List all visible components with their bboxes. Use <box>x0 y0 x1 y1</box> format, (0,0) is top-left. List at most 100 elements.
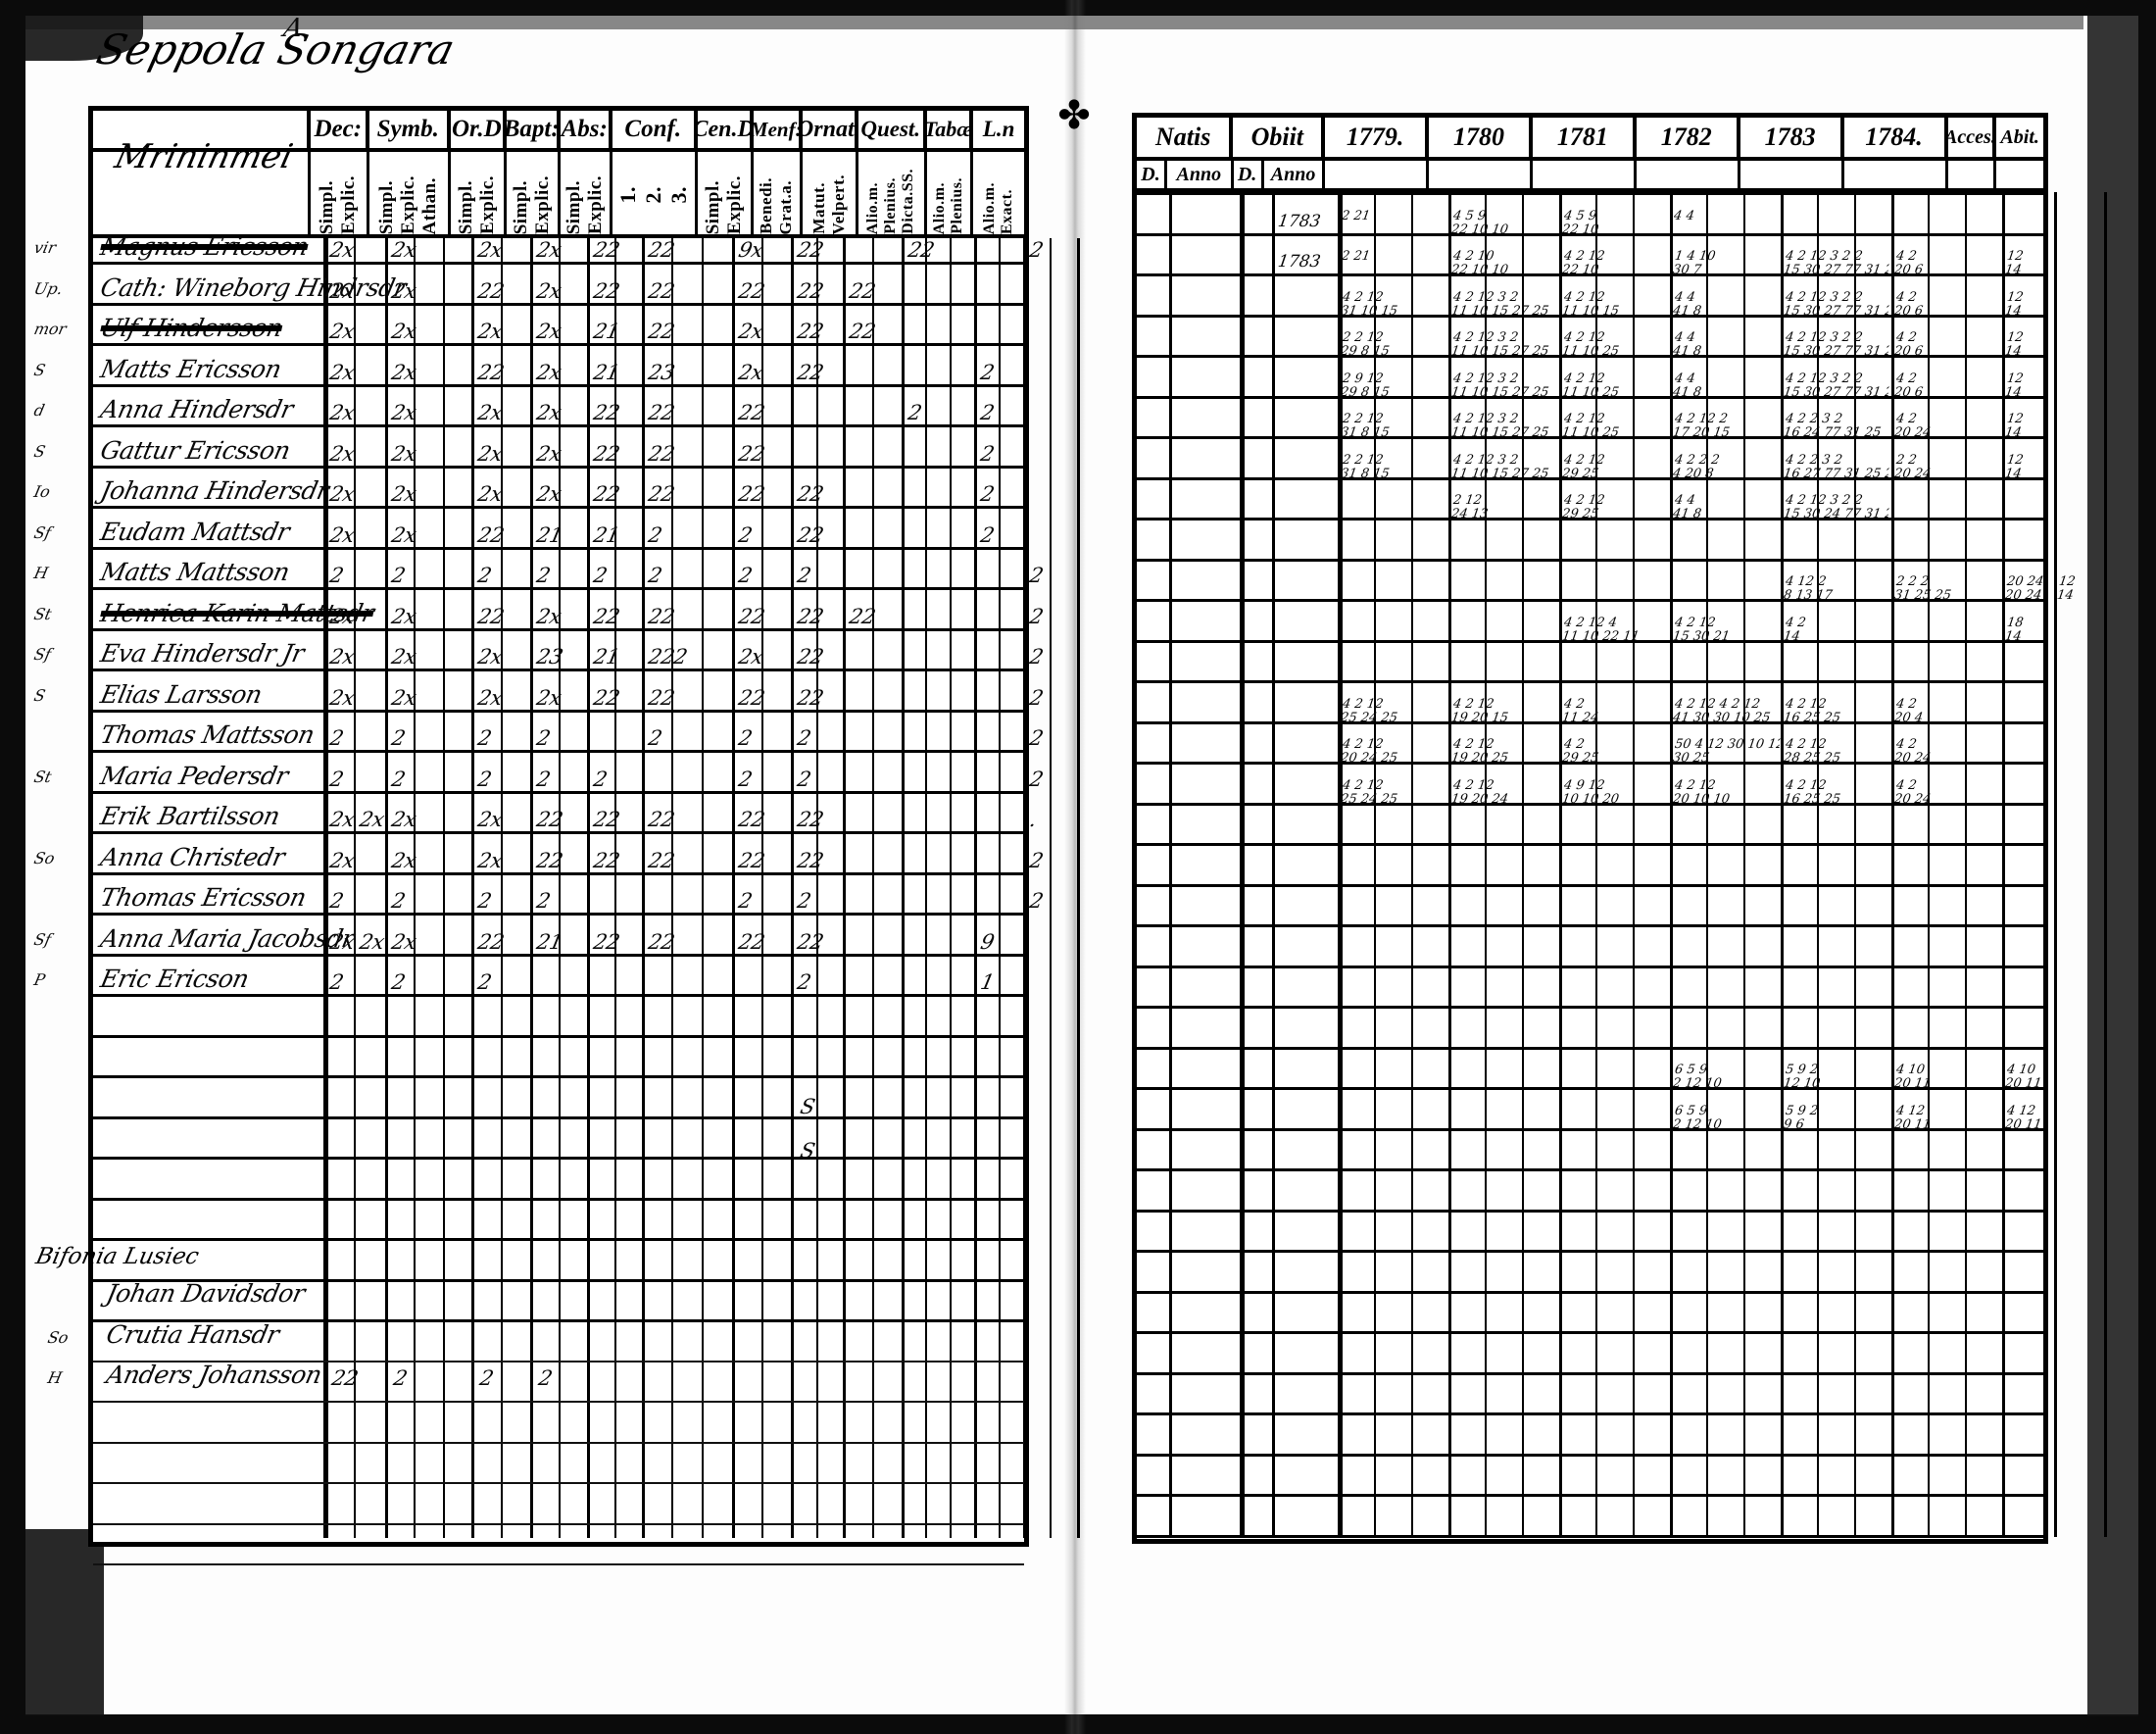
row-divider <box>1137 965 2043 968</box>
attendance-mark: 22 <box>646 848 677 872</box>
column-divider <box>1781 192 1784 1537</box>
row-divider <box>93 1034 1024 1038</box>
entry-1779-value: 2 2 12 31 8 15 <box>1340 453 1391 480</box>
row-divider <box>93 1115 1024 1119</box>
entry-1782-value: 4 4 41 8 <box>1672 494 1703 521</box>
attendance-mark: 22 <box>591 238 622 262</box>
entry-1781-value: 4 2 12 29 25 <box>1561 494 1606 521</box>
attendance-mark: 2x <box>389 522 418 547</box>
column-divider <box>1240 192 1245 1537</box>
entry-1782-value: 6 5 9 2 12 10 <box>1672 1064 1723 1091</box>
column-divider <box>1448 192 1451 1537</box>
attendance-mark: 2x <box>389 685 418 710</box>
sub-conf: 1. 2. 3. <box>612 152 698 238</box>
subcolumn-divider <box>1595 192 1597 1537</box>
person-name: Matts Mattsson <box>97 558 292 586</box>
sub-cend: Simpl. Explic. <box>697 152 754 238</box>
column-divider <box>2104 192 2107 1537</box>
attendance-mark: 22 <box>591 808 622 831</box>
entry-1782-value: 4 2 12 15 30 21 <box>1672 616 1732 643</box>
row-divider <box>93 994 1024 997</box>
entry-1782-value: 4 4 <box>1673 209 1695 223</box>
attendance-mark: 22 <box>591 929 622 954</box>
entry-1784-value: 4 2 20 4 <box>1893 697 1925 724</box>
sub-cend-simpl: Simpl. <box>702 179 723 234</box>
entry-1783-value: 4 2 12 3 2 2 15 30 27 77 31 25 25 <box>1783 372 1891 399</box>
attendance-mark: 2x <box>327 522 357 547</box>
attendance-mark: 2 <box>978 401 997 424</box>
sub-symb-explic: Explic. <box>397 175 418 234</box>
entry-1784-value: 2 2 20 24 <box>1893 453 1933 480</box>
row-prefix: So <box>31 848 57 867</box>
row-divider <box>1137 720 2043 724</box>
right-table-subheader-row: D. Anno D. Anno <box>1137 161 2043 192</box>
left-table-body: vir Magnus Ericsson 2x 2x 2x 2x 22 22 9x 22 22 2 Up.… <box>32 232 1080 1565</box>
sub-conf-1: 1. <box>614 185 640 204</box>
column-divider <box>530 238 533 1538</box>
row-divider <box>93 1522 1024 1525</box>
attendance-mark: 22 <box>795 645 826 669</box>
attendance-mark: 22 <box>736 604 767 628</box>
attendance-mark: 2x <box>389 604 418 628</box>
entry-1780-value: 4 2 10 22 10 10 <box>1450 250 1510 277</box>
row-divider <box>1137 1290 2043 1294</box>
entry-1781-value: 4 2 29 25 <box>1561 738 1600 766</box>
attendance-mark: 2x <box>389 808 418 831</box>
entry-1780-value: 4 2 12 3 2 11 10 15 27 25 <box>1450 372 1550 399</box>
sub-ln-aliom: Alio.m. <box>981 181 999 234</box>
attendance-mark: 22 <box>795 808 826 831</box>
attendance-mark: 22 <box>847 604 878 628</box>
subcolumn-divider <box>1965 192 1967 1537</box>
attendance-mark: 22 <box>847 278 878 303</box>
entry-1781-value: 4 9 12 10 10 20 <box>1561 778 1621 806</box>
subcolumn-divider <box>443 238 445 1538</box>
attendance-mark: 2 <box>389 767 408 791</box>
row-divider <box>1137 1046 2043 1050</box>
attendance-mark: 22 <box>795 482 826 506</box>
row-divider <box>93 750 1024 753</box>
sub-ln-exact: Exact. <box>999 188 1016 234</box>
attendance-mark: 2x <box>475 401 505 424</box>
attendance-mark: 2 <box>1027 604 1046 628</box>
row-prefix: So <box>45 1327 71 1347</box>
row-divider <box>1137 639 2043 643</box>
row-divider <box>93 1238 1024 1241</box>
attendance-mark: 2x <box>389 848 418 872</box>
row-divider <box>93 1278 1024 1282</box>
sub-ord: Simpl. Explic. <box>450 152 507 238</box>
attendance-mark: 22 <box>736 278 767 303</box>
column-divider <box>1670 192 1673 1537</box>
attendance-mark: 22 <box>795 604 826 628</box>
entry-1783-value: 4 2 14 <box>1783 616 1807 643</box>
header-cend: Cen.D <box>697 111 754 152</box>
entry-1781-value: 4 2 12 4 11 10 22 11 <box>1561 616 1641 643</box>
attendance-mark: 2 <box>795 889 813 913</box>
attendance-mark: 22 <box>736 929 767 954</box>
attendance-mark: 2x 2x <box>327 808 387 831</box>
sub-acces <box>1947 161 1997 192</box>
attendance-mark: 2 <box>475 970 494 994</box>
row-divider <box>1137 1006 2043 1009</box>
attendance-mark: 21 <box>591 360 622 384</box>
header-abs: Abs: <box>560 111 612 152</box>
column-divider <box>1272 192 1275 1537</box>
attendance-mark: 2x <box>327 238 357 262</box>
entry-1780-value: 4 2 12 19 20 25 <box>1450 738 1510 766</box>
subcolumn-divider <box>1050 238 1052 1538</box>
entry-1783-value: 4 2 2 3 2 16 27 77 31 25 25 <box>1783 453 1891 480</box>
entry-1783-value: 4 2 2 3 2 16 24 77 31 25 <box>1783 413 1883 440</box>
attendance-mark: 22 <box>646 482 677 506</box>
sub-ln: Alio.m. Exact. <box>973 152 1024 238</box>
row-divider <box>1137 924 2043 927</box>
sub-conf-3: 3. <box>665 185 691 204</box>
header-obiit: Obiit <box>1233 118 1326 161</box>
attendance-mark: 2 <box>1027 238 1046 262</box>
attendance-mark: 2x <box>475 645 505 669</box>
header-quest: Quest. <box>858 111 927 152</box>
attendance-mark: 2 <box>475 564 494 587</box>
attendance-mark: 2 <box>1027 889 1046 913</box>
obiit-anno-value: 1783 <box>1276 211 1322 231</box>
sub-1779 <box>1325 161 1430 192</box>
row-divider <box>93 871 1024 875</box>
attendance-mark: 22 <box>475 278 507 303</box>
